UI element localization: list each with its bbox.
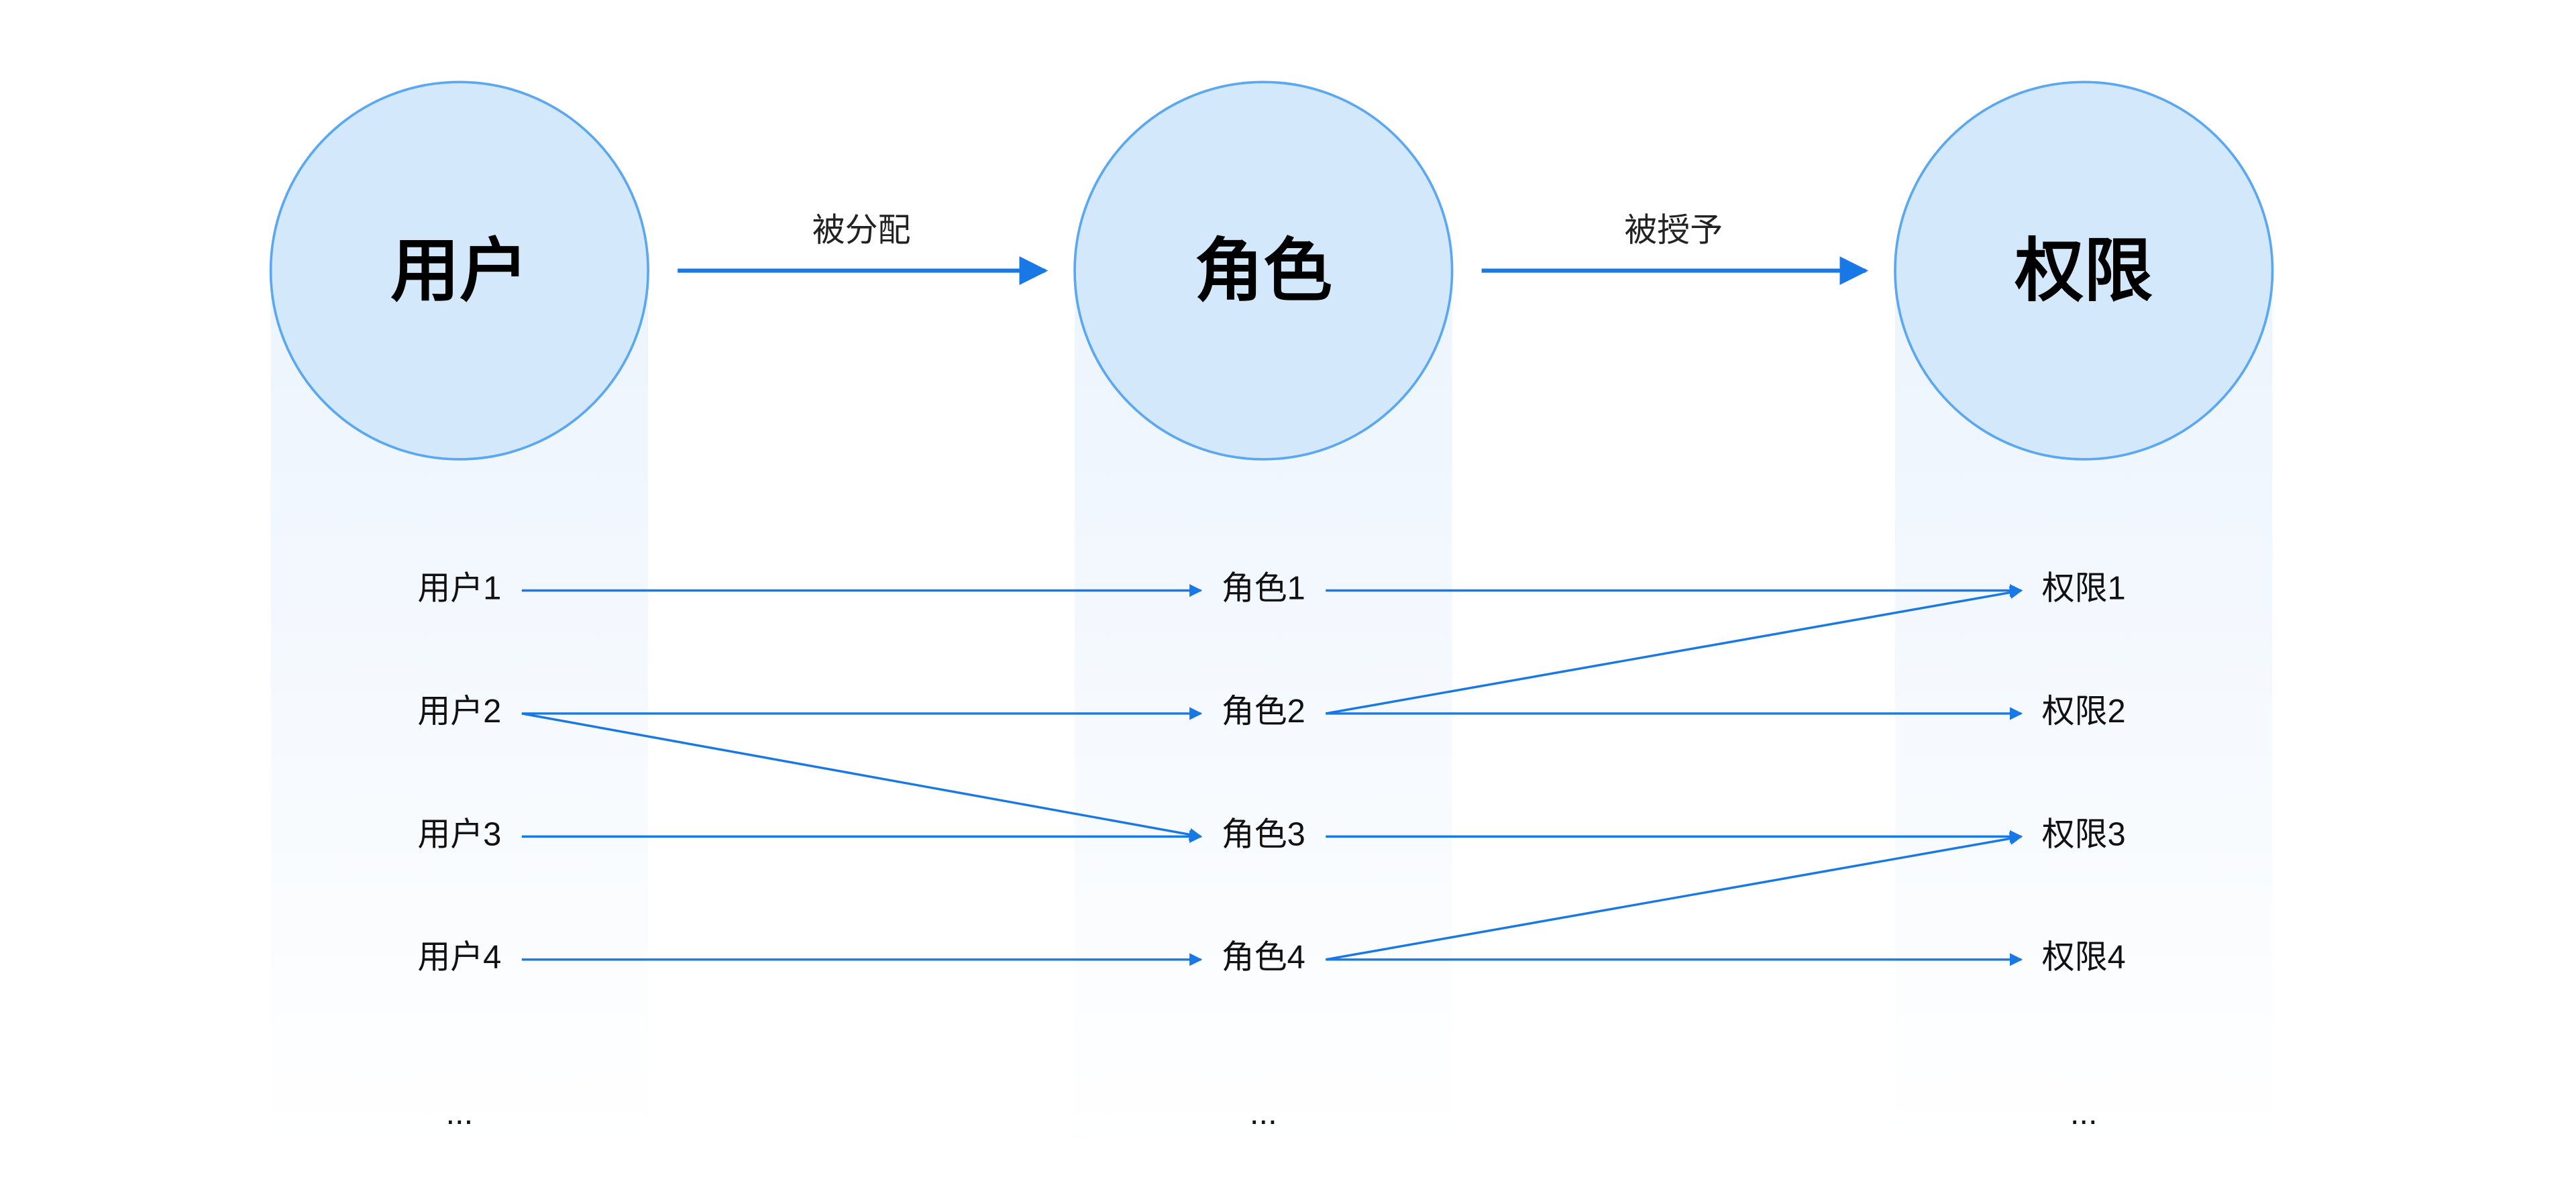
item-role-3: 角色4 (1222, 940, 1305, 976)
item-role-0: 角色1 (1222, 570, 1305, 606)
item-role-1: 角色2 (1222, 693, 1305, 730)
entity-label-role: 角色 (1195, 232, 1332, 309)
entity-label-user: 用户 (390, 232, 528, 309)
item-user-3: 用户4 (417, 940, 501, 976)
item-user-0: 用户1 (417, 570, 501, 606)
entity-label-perm: 权限 (2015, 232, 2153, 309)
item-perm-0: 权限1 (2042, 570, 2126, 606)
header-arrow-label-1: 被授予 (1624, 213, 1723, 249)
item-perm-1: 权限2 (2042, 693, 2126, 730)
diagram-svg: 用户 角色 权限 被分配 被授予用户1 用户2 用户3 用户4... 角色1 角色2 角色3 角色4.… (0, 0, 2576, 1181)
item-user-2: 用户3 (417, 816, 501, 852)
rbac-diagram: 用户 角色 权限 被分配 被授予用户1 用户2 用户3 用户4... 角色1 角色2 角色3 角色4.… (0, 0, 2576, 1181)
header-arrow-label-0: 被分配 (812, 213, 911, 249)
ellipsis-user: ... (445, 1095, 473, 1131)
item-perm-3: 权限4 (2042, 940, 2126, 976)
ellipsis-role: ... (1250, 1095, 1277, 1131)
item-role-2: 角色3 (1222, 816, 1305, 852)
item-user-1: 用户2 (417, 693, 501, 730)
ellipsis-perm: ... (2070, 1095, 2098, 1131)
item-perm-2: 权限3 (2042, 816, 2126, 852)
